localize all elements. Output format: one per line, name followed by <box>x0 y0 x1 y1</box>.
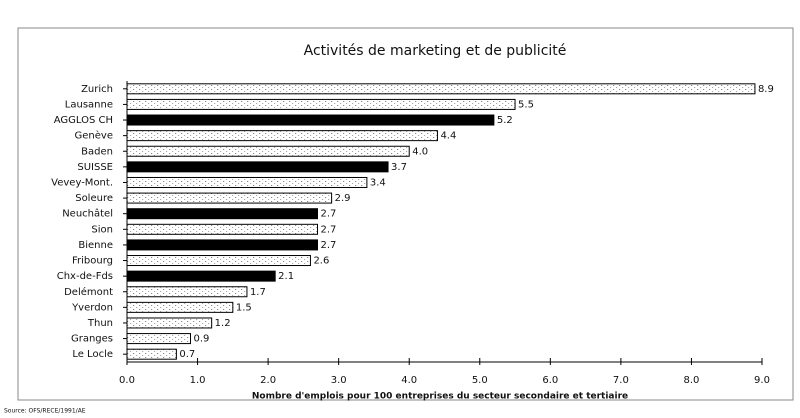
bar <box>126 255 311 267</box>
bar <box>126 161 389 173</box>
x-tick-label: 9.0 <box>754 375 770 386</box>
y-tick-label: Delémont <box>64 286 113 298</box>
value-label: 3.4 <box>370 177 386 188</box>
x-tick-label: 7.0 <box>613 375 629 386</box>
frame <box>17 27 794 401</box>
bar <box>126 192 333 204</box>
value-label: 4.4 <box>440 131 456 142</box>
bar <box>126 223 318 235</box>
value-label: 1.7 <box>250 287 266 298</box>
y-tick-label: Bienne <box>78 240 113 251</box>
y-tick-label: Neuchâtel <box>62 208 113 220</box>
bar <box>126 114 495 126</box>
y-tick-label: Vevey-Mont. <box>51 177 113 188</box>
bar <box>126 98 516 110</box>
bar <box>126 130 438 142</box>
x-tick-label: 4.0 <box>401 375 417 386</box>
y-tick-label: Sion <box>91 224 113 235</box>
bar <box>126 333 191 345</box>
y-tick-label: Yverdon <box>71 302 113 313</box>
y-tick-label: AGGLOS CH <box>54 115 113 126</box>
x-tick-label: 3.0 <box>331 375 347 386</box>
y-tick-label: Le Locle <box>72 349 113 360</box>
value-label: 2.1 <box>278 271 294 282</box>
y-tick-label: Fribourg <box>72 256 113 267</box>
x-tick-label: 5.0 <box>472 375 488 386</box>
bar <box>126 348 177 360</box>
bar <box>126 286 248 298</box>
chart-title: Activités de marketing et de publicité <box>304 43 567 59</box>
source-note: Source: OFS/RECE/1991/AE <box>4 408 86 415</box>
y-tick-label: Soleure <box>75 193 113 204</box>
value-label: 1.5 <box>236 302 252 313</box>
bar <box>126 270 276 282</box>
x-tick-label: 2.0 <box>260 375 276 386</box>
value-label: 5.5 <box>518 99 534 110</box>
value-label: 2.9 <box>335 193 351 204</box>
value-label: 2.7 <box>321 240 337 251</box>
value-label: 0.9 <box>194 334 210 345</box>
y-tick-label: Baden <box>81 146 113 157</box>
bar <box>126 83 756 95</box>
y-tick-label: Granges <box>71 334 113 345</box>
value-label: 3.7 <box>391 162 407 173</box>
y-tick-label: Genève <box>75 130 113 142</box>
bar <box>126 301 234 313</box>
value-label: 4.0 <box>412 146 428 157</box>
y-tick-label: Thun <box>87 318 113 329</box>
value-label: 5.2 <box>497 115 513 126</box>
y-tick-label: Zurich <box>81 84 113 95</box>
y-tick-label: Lausanne <box>65 99 113 110</box>
bar <box>126 208 318 220</box>
value-label: 0.7 <box>179 349 195 360</box>
x-tick-label: 6.0 <box>542 375 558 386</box>
bar <box>126 176 368 188</box>
x-tick-label: 1.0 <box>190 375 206 386</box>
value-label: 2.7 <box>321 224 337 235</box>
y-tick-label: Chx-de-Fds <box>57 271 113 282</box>
value-label: 1.2 <box>215 318 231 329</box>
x-tick-label: 8.0 <box>683 375 699 386</box>
y-tick-label: SUISSE <box>77 162 113 173</box>
x-axis-title: Nombre d'emplois pour 100 entreprises du… <box>252 392 628 402</box>
value-label: 2.6 <box>313 256 329 267</box>
bar <box>126 145 410 157</box>
value-label: 8.9 <box>758 84 774 95</box>
value-label: 2.7 <box>321 209 337 220</box>
bar <box>126 239 318 251</box>
x-tick-label: 0.0 <box>119 375 135 386</box>
bar <box>126 317 213 329</box>
